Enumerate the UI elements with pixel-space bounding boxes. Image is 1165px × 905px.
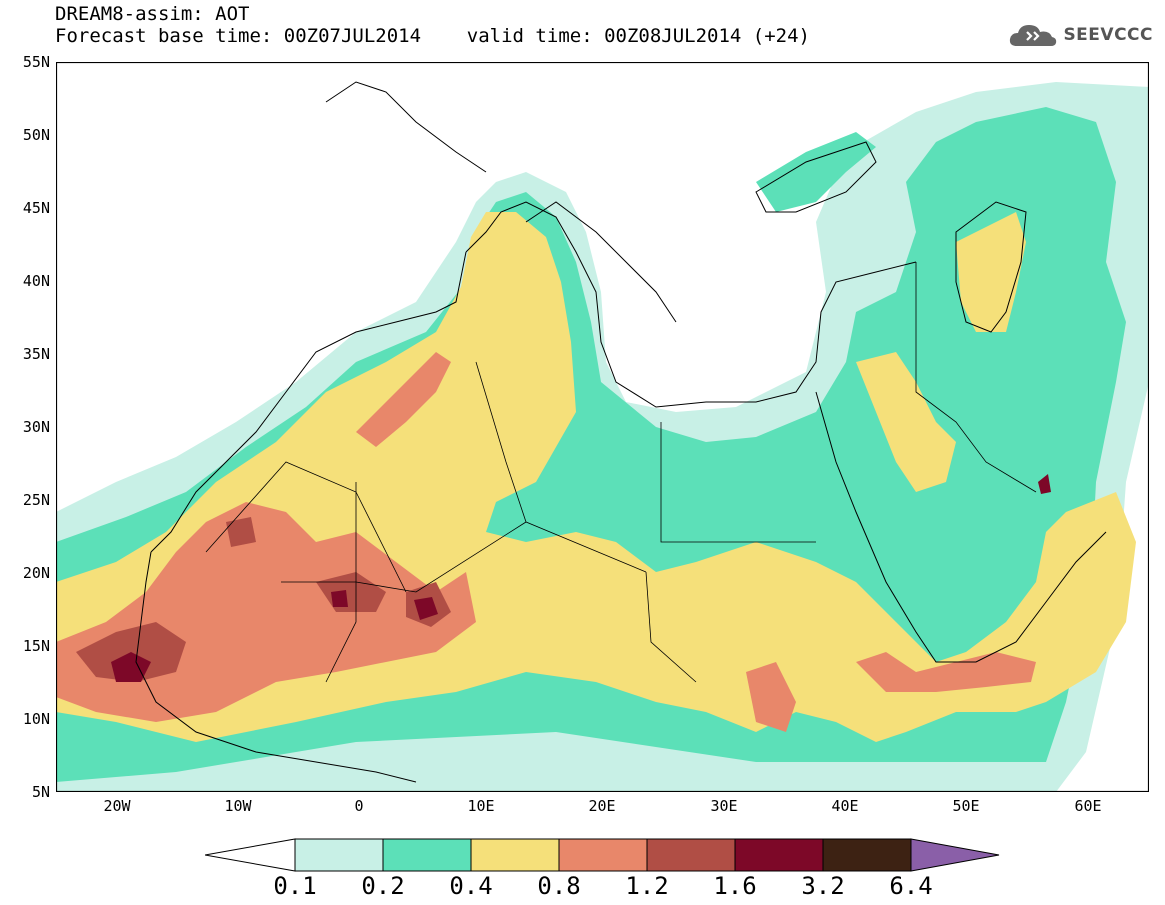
aot-contour-1.6-mali [331, 590, 348, 607]
aot-contour-1.6-niger [414, 597, 438, 620]
coastlines [135, 81, 1107, 783]
colorbar-label: 3.2 [801, 872, 845, 900]
aot-contour-1.6-oman [1038, 474, 1051, 494]
colorbar-swatch [294, 838, 384, 872]
aot-contour-0.8-streak [356, 352, 451, 447]
lat-tick-label: 10N [22, 710, 50, 728]
aot-contour-0.8-yemen [856, 652, 1036, 692]
forecast-time-subtitle: Forecast base time: 00Z07JUL2014 valid t… [55, 25, 810, 47]
aot-contour-0.2-blacksea [756, 132, 876, 212]
lon-tick-label: 30E [710, 797, 738, 815]
colorbar-label: 6.4 [889, 872, 933, 900]
aot-map [56, 62, 1149, 792]
brand-text: SEEVCCC [1063, 25, 1153, 45]
colorbar-swatch [382, 838, 472, 872]
aot-contour-1.2-maur [226, 517, 256, 547]
cloud-logo-icon [1010, 25, 1057, 46]
lat-tick-label: 45N [22, 199, 50, 217]
lon-tick-label: 50E [952, 797, 980, 815]
colorbar-swatch [646, 838, 736, 872]
colorbar-label: 1.6 [713, 872, 757, 900]
brand-logo: SEEVCCC [1007, 20, 1153, 50]
aot-contour-0.4-mideast [856, 352, 956, 492]
lon-tick-label: 20E [588, 797, 616, 815]
aot-contour-1.6-west [111, 652, 151, 682]
map-title: DREAM8-assim: AOT [55, 3, 250, 25]
lat-tick-label: 20N [22, 564, 50, 582]
lat-tick-label: 5N [31, 783, 50, 801]
colorbar-swatch [470, 838, 560, 872]
colorbar-label: 1.2 [625, 872, 669, 900]
lon-tick-label: 0 [354, 797, 364, 815]
lon-tick-label: 10E [467, 797, 495, 815]
colorbar [205, 838, 1000, 872]
colorbar-swatch [734, 838, 824, 872]
colorbar-label: 0.8 [537, 872, 581, 900]
lon-tick-label: 40E [831, 797, 859, 815]
lon-tick-label: 20W [103, 797, 131, 815]
colorbar-label: 0.4 [449, 872, 493, 900]
lat-tick-label: 25N [22, 491, 50, 509]
colorbar-label: 0.2 [361, 872, 405, 900]
lat-tick-label: 15N [22, 637, 50, 655]
colorbar-swatch [558, 838, 648, 872]
lat-tick-label: 30N [22, 418, 50, 436]
lat-tick-label: 40N [22, 272, 50, 290]
colorbar-swatch [822, 838, 912, 872]
lon-tick-label: 60E [1074, 797, 1102, 815]
colorbar-under-arrow [205, 838, 296, 872]
lat-tick-label: 55N [22, 53, 50, 71]
lat-tick-label: 50N [22, 126, 50, 144]
colorbar-over-arrow [910, 838, 1000, 872]
lon-tick-label: 10W [224, 797, 252, 815]
aot-contour-0.8-sudan [746, 662, 796, 732]
lat-tick-label: 35N [22, 345, 50, 363]
borders [205, 262, 1037, 683]
colorbar-label: 0.1 [273, 872, 317, 900]
